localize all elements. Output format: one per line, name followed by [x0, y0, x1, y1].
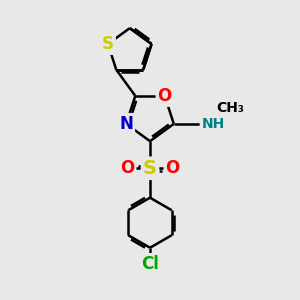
Text: O: O [166, 159, 180, 177]
Text: Cl: Cl [141, 255, 159, 273]
Text: N: N [119, 115, 133, 133]
Text: CH₃: CH₃ [217, 101, 244, 115]
Text: NH: NH [201, 117, 225, 131]
Text: O: O [120, 159, 134, 177]
Text: S: S [102, 35, 114, 53]
Text: O: O [158, 87, 172, 105]
Text: S: S [143, 159, 157, 178]
